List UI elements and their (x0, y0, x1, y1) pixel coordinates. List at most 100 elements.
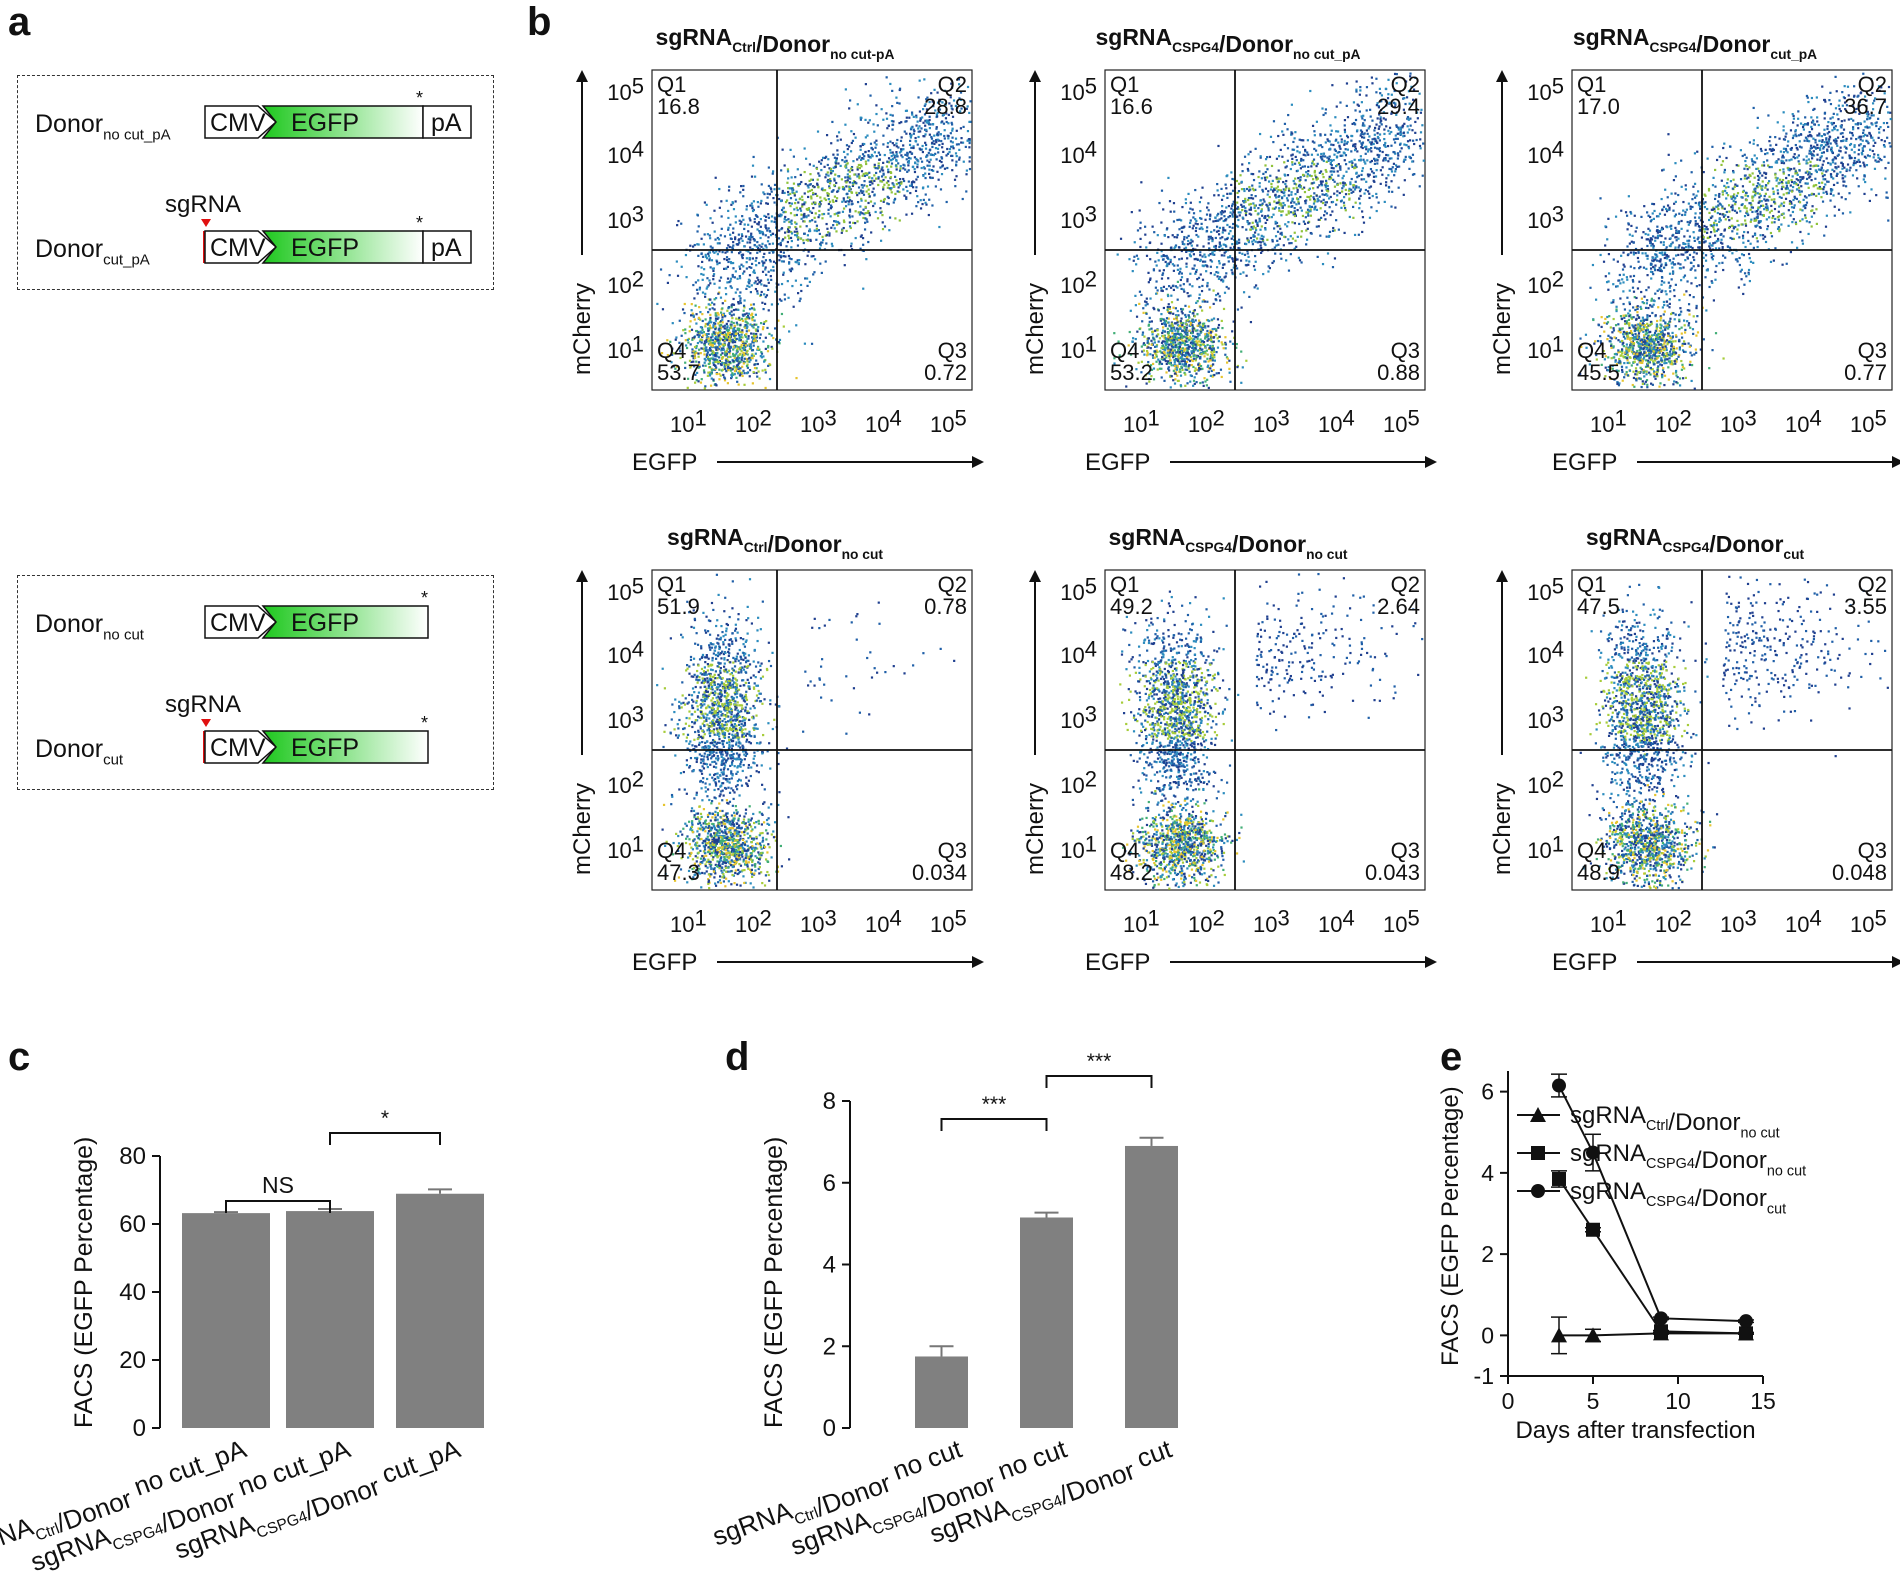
quadrant-value-q4: 48.2 (1110, 860, 1153, 885)
quadrant-value-q4: 53.7 (657, 360, 700, 385)
series-line (1558, 1178, 1747, 1335)
quadrant-label-q3: Q3 (938, 838, 967, 863)
y-tick-label: 4 (823, 1252, 836, 1279)
marker-triangle (1585, 1327, 1601, 1343)
facs-title: sgRNACSPG4/Donorno cut_pA (1095, 24, 1360, 62)
x-axis-label: EGFP (632, 949, 697, 976)
y-tick-label: 0 (133, 1415, 146, 1442)
y-axis-arrowhead (1496, 570, 1508, 582)
x-tick-label: 104 (865, 905, 902, 937)
x-tick-label: 104 (865, 405, 902, 437)
stop-codon-mark: * (421, 588, 428, 608)
quadrant-value-q3: 0.034 (912, 860, 967, 885)
facs-plot-area (651, 69, 973, 391)
construct-box-no-pA (17, 575, 494, 790)
y-tick-label: 2 (1481, 1241, 1494, 1267)
y-tick-label: 4 (1481, 1160, 1494, 1186)
series-triangle (1551, 1316, 1754, 1355)
y-tick-label: 101 (607, 831, 644, 863)
facs-title: sgRNACtrl/Donorno cut-pA (656, 24, 895, 62)
y-axis-label: FACS (EGFP Percentage) (1437, 1086, 1464, 1366)
significance-bracket (329, 1132, 441, 1145)
x-tick-label: 104 (1318, 905, 1355, 937)
x-tick-label: 101 (670, 405, 707, 437)
facs-plot-area (651, 569, 973, 891)
y-tick-label: 103 (1527, 701, 1564, 733)
quadrant-label-q1: Q1 (1577, 72, 1606, 97)
marker-circle (1654, 1311, 1668, 1326)
x-tick-label: 104 (1785, 905, 1822, 937)
y-axis-label: mCherry (569, 283, 596, 375)
y-tick-label: 105 (1527, 73, 1564, 105)
y-tick-label: 105 (607, 573, 644, 605)
quadrant-label-q3: Q3 (1391, 838, 1420, 863)
x-tick-label: 104 (1318, 405, 1355, 437)
stop-codon-mark: * (421, 713, 428, 733)
egfp-label: EGFP (291, 734, 359, 762)
egfp-label: EGFP (291, 109, 359, 137)
series-circle (1551, 1073, 1754, 1329)
x-tick-label: 103 (1253, 405, 1290, 437)
quadrant-label-q1: Q1 (657, 72, 686, 97)
construct-box-pA (17, 75, 494, 290)
panel-label-e: e (1440, 1035, 1463, 1079)
sgrna-arrowhead (201, 719, 211, 727)
facs-title: sgRNACSPG4/Donorcut_pA (1573, 24, 1817, 62)
quadrant-value-q2: 36.7 (1844, 94, 1887, 119)
y-tick-label: 104 (1527, 636, 1564, 668)
x-tick-label: 104 (1785, 405, 1822, 437)
facs-title: sgRNACSPG4/Donorcut (1586, 524, 1805, 562)
y-tick-label: 104 (1060, 136, 1097, 168)
y-tick-label: 8 (823, 1088, 836, 1115)
facs-title: sgRNACSPG4/Donorno cut (1109, 524, 1348, 562)
y-axis-arrowhead (1496, 70, 1508, 82)
y-tick-label: 105 (1527, 573, 1564, 605)
x-tick-label: 105 (930, 405, 967, 437)
bar (915, 1356, 968, 1428)
quadrant-value-q2: 28.8 (924, 94, 967, 119)
quadrant-label-q4: Q4 (657, 338, 686, 363)
quadrant-label-q2: Q2 (1391, 572, 1420, 597)
quadrant-value-q1: 16.6 (1110, 94, 1153, 119)
quadrant-value-q4: 53.2 (1110, 360, 1153, 385)
cmv-promoter-arrow (204, 605, 278, 639)
line-chart-e: -1 0 2 4 6 0 5 10 15 Days after transfection FACS … (1437, 1071, 1806, 1444)
stop-codon-mark: * (416, 213, 423, 233)
quadrant-value-q4: 48.9 (1577, 860, 1620, 885)
quadrant-label-q2: Q2 (938, 572, 967, 597)
significance-label: NS (262, 1172, 294, 1198)
x-tick-label: 10 (1665, 1388, 1691, 1414)
bar (182, 1213, 270, 1428)
panel-label-b: b (527, 0, 552, 44)
y-tick-label: 0 (1481, 1322, 1494, 1348)
x-axis-arrowhead (1892, 956, 1900, 968)
y-tick-label: 103 (1060, 201, 1097, 233)
y-tick-label: 6 (1481, 1079, 1494, 1105)
y-tick-label: 102 (1060, 766, 1097, 798)
quadrant-label-q1: Q1 (1577, 572, 1606, 597)
x-tick-label: 103 (1253, 905, 1290, 937)
quadrant-value-q1: 47.5 (1577, 594, 1620, 619)
y-tick-label: 101 (1527, 331, 1564, 363)
pa-label: pA (431, 234, 462, 262)
quadrant-label-q3: Q3 (1858, 838, 1887, 863)
quadrant-label-q2: Q2 (1858, 572, 1887, 597)
cmv-promoter-arrow (204, 730, 278, 764)
quadrant-value-q1: 51.9 (657, 594, 700, 619)
x-tick-label: 103 (800, 905, 837, 937)
significance-label: *** (982, 1093, 1007, 1116)
significance-bracket (225, 1200, 331, 1213)
quadrant-value-q3: 0.043 (1365, 860, 1420, 885)
pa-label: pA (431, 109, 462, 137)
quadrant-value-q3: 0.77 (1844, 360, 1887, 385)
x-tick-label: 101 (670, 905, 707, 937)
marker-triangle (1551, 1327, 1567, 1343)
cmv-label: CMV (210, 734, 266, 762)
y-tick-label: 104 (1527, 136, 1564, 168)
marker-circle (1586, 1145, 1600, 1160)
